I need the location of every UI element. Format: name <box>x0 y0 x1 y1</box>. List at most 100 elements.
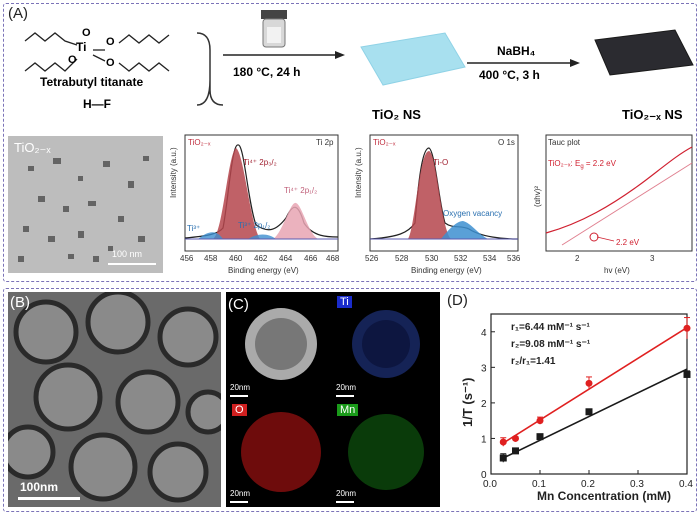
panel-bcd-frame <box>3 288 697 512</box>
brace <box>196 32 224 106</box>
tauc-plot: (αhv)² Tauc plot TiO₂₋ₓ: Eg = 2.2 eV 2.2… <box>533 134 693 275</box>
tick: 532 <box>454 254 468 263</box>
tem-sample-label: TiO₂₋ₓ <box>14 140 51 155</box>
data-point <box>499 438 507 446</box>
xps-ti-sample: TiO₂₋ₓ <box>188 138 211 147</box>
tick: 466 <box>304 254 318 263</box>
tauc-eq-sub: g <box>580 164 583 170</box>
xps-ti-ylabel: Intensity (a.u.) <box>169 147 178 198</box>
tem-scale-bar <box>108 263 156 265</box>
chart-xlabel: Mn Concentration (mM) <box>537 489 671 503</box>
step2-condition: 400 °C, 3 h <box>479 68 540 82</box>
data-point <box>499 454 507 462</box>
tauc-tick: 2 <box>575 254 580 263</box>
tick: 530 <box>425 254 439 263</box>
panel-a-label: (A) <box>8 5 28 22</box>
xps-ti-xlabel: Binding energy (eV) <box>228 266 299 275</box>
tem-image-nanosheets: TiO₂₋ₓ 100 nm <box>8 136 163 273</box>
ann-ti4-32: Ti⁴⁺ 2p₃/₂ <box>243 158 277 167</box>
chart-ylabel: 1/T (s⁻¹) <box>460 378 475 427</box>
tauc-eq-value: = 2.2 eV <box>584 159 617 168</box>
panel-c-label: (C) <box>228 296 249 313</box>
y-tick-label: 1 <box>481 434 487 445</box>
product1-label: TiO₂ NS <box>372 107 421 122</box>
y-tick-label: 0 <box>481 470 487 481</box>
tetrabutyl-titanate-structure <box>24 32 170 72</box>
xps-o-ylabel: Intensity (a.u.) <box>354 147 363 198</box>
autoclave-icon <box>261 10 287 48</box>
ti-atom: Ti <box>76 40 87 54</box>
o-channel-label: O <box>232 404 247 416</box>
x-tick-label: 0.2 <box>581 479 595 490</box>
tick: 464 <box>279 254 293 263</box>
xps-ti-title: Ti 2p <box>316 138 334 147</box>
panel-b-label: (B) <box>10 294 30 311</box>
tick: 536 <box>507 254 521 263</box>
x-tick-label: 0.3 <box>630 479 644 490</box>
tem-speckles <box>8 136 163 273</box>
tem-scale-label: 100 nm <box>112 249 143 259</box>
tauc-point-label: 2.2 eV <box>616 238 640 247</box>
tauc-xlabel: hv (eV) <box>604 266 630 275</box>
panel-b-scale-label: 100nm <box>20 480 59 494</box>
tick: 526 <box>365 254 379 263</box>
o-atom-1: O <box>82 27 91 39</box>
hollow-spheres-drawing <box>8 292 221 507</box>
r2-text: r₂=9.08 mM⁻¹ s⁻¹ <box>511 339 591 350</box>
panel-d-label: (D) <box>447 292 468 309</box>
tio2-sheet-icon <box>360 32 466 86</box>
xps-o-sample: TiO₂₋ₓ <box>373 138 396 147</box>
tauc-equation: TiO₂₋ₓ: Eg = 2.2 eV <box>548 159 617 170</box>
y-tick-label: 3 <box>481 363 487 374</box>
x-tick-label: 0.1 <box>532 479 546 490</box>
panel-b-scale-bar <box>18 497 80 500</box>
tauc-ylabel: (αhv)² <box>533 186 542 207</box>
x-tick-label: 0.0 <box>483 479 497 490</box>
xps-o1s-plot: Intensity (a.u.) 526 528 530 532 534 536… <box>354 134 521 275</box>
precursor-name: Tetrabutyl titanate <box>40 75 144 89</box>
ratio-text: r₂/r₁=1.41 <box>511 356 556 367</box>
tauc-title: Tauc plot <box>548 138 581 147</box>
tick: 534 <box>483 254 497 263</box>
hf-label: H—F <box>83 97 111 111</box>
tick: 468 <box>326 254 340 263</box>
tick: 462 <box>254 254 268 263</box>
ti-channel-label: Ti <box>337 296 352 308</box>
data-point <box>512 434 519 442</box>
panel-c: (C) Ti O Mn 20nm 20nm 20nm 20nm <box>226 292 440 507</box>
data-point <box>512 447 519 455</box>
mn-channel-label: Mn <box>337 404 359 416</box>
o-atom-3: O <box>68 54 77 66</box>
o-atom-4: O <box>106 57 115 69</box>
xps-o-ticks: 526 528 530 532 534 536 <box>365 254 521 263</box>
reagent-label: NaBH₄ <box>497 44 536 58</box>
tem-image-hollow-spheres: (B) 100nm <box>8 292 221 507</box>
ann-oxygen-vacancy: Oxygen vacancy <box>443 209 502 218</box>
eds-maps <box>226 292 440 507</box>
o-atom-2: O <box>106 36 115 48</box>
ann-ti3: Ti³⁺ <box>187 224 200 233</box>
data-point <box>536 433 544 441</box>
y-tick-label: 4 <box>481 328 487 339</box>
scale-o: 20nm <box>230 489 251 498</box>
tauc-tick: 3 <box>650 254 655 263</box>
product2-label: TiO₂₋ₓ NS <box>622 107 683 122</box>
xps-o-title: O 1s <box>498 138 515 147</box>
scale-haadf: 20nm <box>230 383 251 392</box>
xps-o-xlabel: Binding energy (eV) <box>411 266 482 275</box>
relaxivity-chart: 1/T (s⁻¹) Mn Concentration (mM) r₁=6.44 … <box>460 313 693 503</box>
scale-ti: 20nm <box>336 383 357 392</box>
r1-text: r₁=6.44 mM⁻¹ s⁻¹ <box>511 322 591 333</box>
scale-mn: 20nm <box>336 489 357 498</box>
xps-ti2p-plot: Intensity (a.u.) 456 458 460 462 464 466… <box>169 134 340 275</box>
x-tick-label: 0.4 <box>679 479 693 490</box>
tick: 456 <box>180 254 194 263</box>
ann-ti3-12: Ti³⁺ 2p₁/₂ <box>238 221 270 230</box>
data-point <box>536 417 544 425</box>
data-point <box>585 408 593 416</box>
schematic-row <box>24 10 694 106</box>
data-point <box>585 379 593 387</box>
y-tick-label: 2 <box>481 399 487 410</box>
data-point <box>683 370 691 378</box>
data-point <box>683 324 691 332</box>
